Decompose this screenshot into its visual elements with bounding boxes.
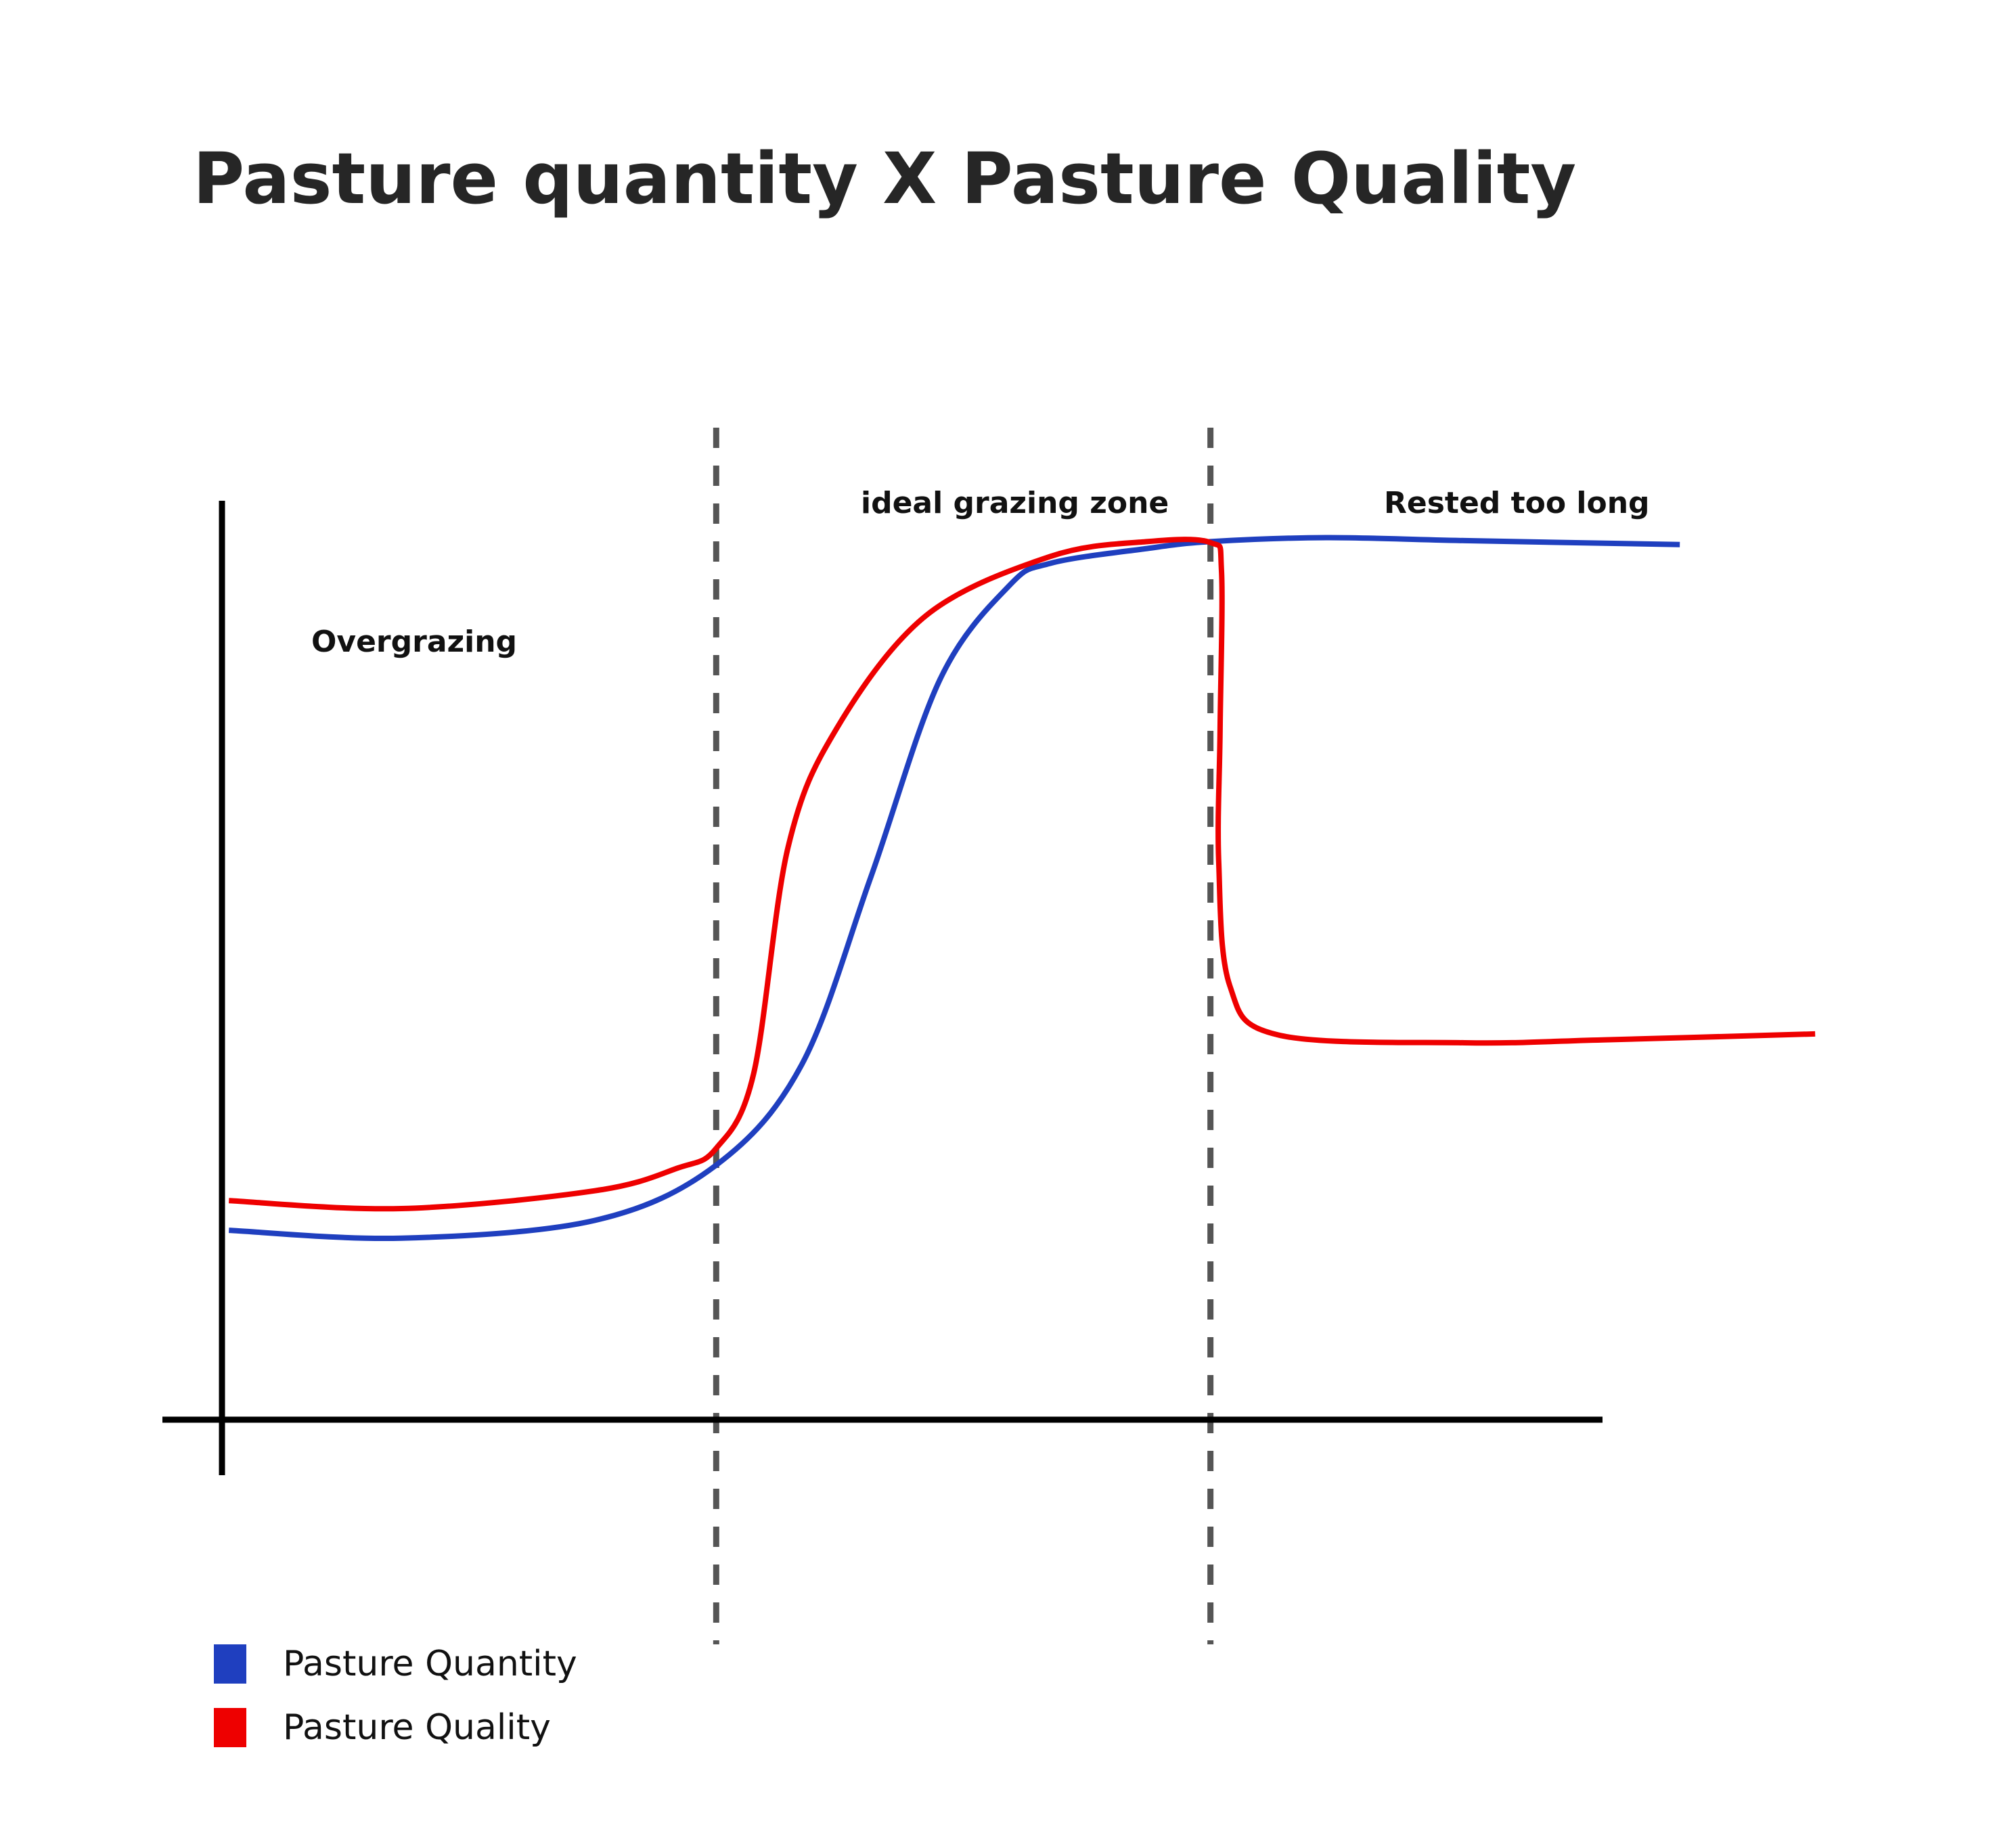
- series-line-pasture-quality: [229, 537, 1816, 1212]
- axes: [162, 501, 1603, 1475]
- zone-label-overgrazing: Overgrazing: [311, 625, 517, 659]
- legend-item-pasture-quantity: Pasture Quantity: [214, 1644, 577, 1684]
- zone-label-ideal-grazing: ideal grazing zone: [861, 486, 1169, 520]
- series-lines: [229, 535, 1816, 1242]
- zone-labels: Overgrazing ideal grazing zone Rested to…: [311, 486, 1650, 659]
- chart-title: Pasture quantity X Pasture Quality: [193, 137, 1576, 220]
- legend-swatch-pasture-quality: [214, 1708, 246, 1747]
- legend-swatch-pasture-quantity: [214, 1644, 246, 1684]
- legend-label-pasture-quantity: Pasture Quantity: [283, 1644, 577, 1684]
- legend-item-pasture-quality: Pasture Quality: [214, 1707, 551, 1748]
- zone-label-rested-too-long: Rested too long: [1384, 486, 1650, 520]
- zone-dividers: [713, 428, 1214, 1644]
- series-line-pasture-quantity: [229, 535, 1680, 1242]
- legend-label-pasture-quality: Pasture Quality: [283, 1707, 551, 1748]
- legend: Pasture Quantity Pasture Quality: [214, 1644, 577, 1748]
